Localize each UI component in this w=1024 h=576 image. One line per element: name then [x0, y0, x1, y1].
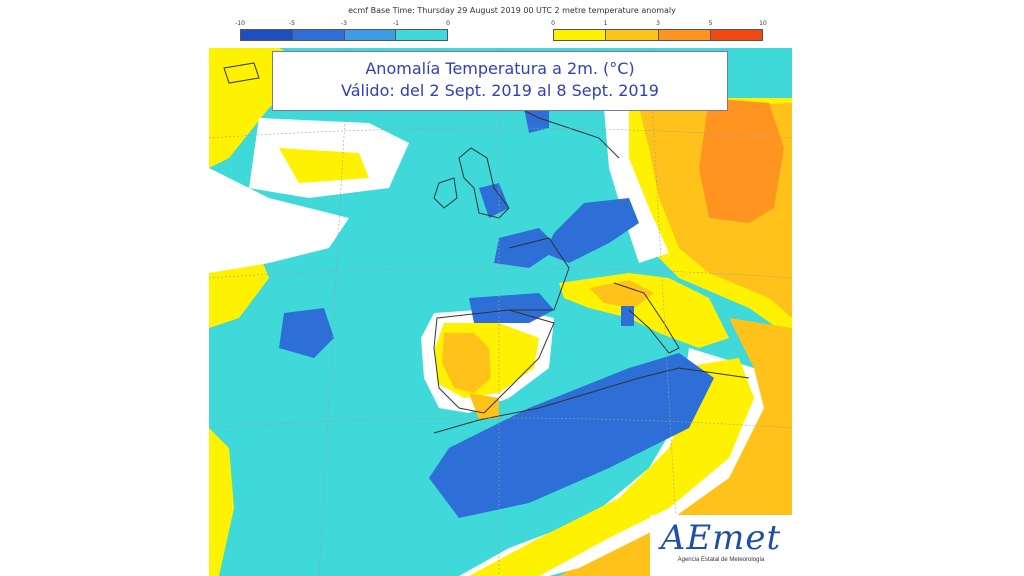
cold-colorbar-ticks: -10 -5 -3 -1 0 — [235, 20, 450, 29]
warm-anomaly-zone-southwest — [209, 428, 234, 576]
colorbar-swatch — [658, 30, 711, 40]
graticule-line — [209, 417, 792, 429]
map-title-box: Anomalía Temperatura a 2m. (°C) Válido: … — [272, 51, 728, 111]
cold-colorbar-swatches — [240, 29, 448, 41]
hot-anomaly-zone-central-europe — [699, 98, 784, 223]
warm-colorbar-swatches — [553, 29, 763, 41]
colorbar-swatch — [606, 30, 659, 40]
map-title: Anomalía Temperatura a 2m. (°C) — [365, 59, 635, 78]
colorbar-tick: 0 — [551, 20, 555, 27]
coastline-iberia — [433, 309, 555, 414]
colorbar-swatch — [396, 30, 447, 40]
cold-anomaly-colorbar: -10 -5 -3 -1 0 — [235, 20, 450, 42]
colorbar-tick: -10 — [235, 20, 245, 27]
warm-anomaly-zone-southeast — [469, 358, 754, 576]
coastline-iceland — [223, 62, 260, 84]
graticule-line — [318, 48, 350, 576]
neutral-zone-west — [209, 168, 349, 273]
coastline-italy — [613, 282, 680, 354]
anomaly-map-canvas — [209, 48, 792, 576]
colorbar-tick: 3 — [656, 20, 660, 27]
aemet-logo-mark: AEmet — [660, 518, 782, 558]
coastline-france — [508, 237, 570, 311]
colorbar-tick: 10 — [759, 20, 767, 27]
warm-anomaly-zone-east — [559, 318, 792, 576]
model-caption: ecmf Base Time: Thursday 29 August 2019 … — [348, 6, 676, 15]
cool-anomaly-zone-bay-biscay — [469, 293, 554, 323]
colorbar-swatch — [710, 30, 762, 40]
aemet-logo-subtitle: Agencia Estatal de Meteorología — [677, 557, 765, 563]
colorbar-tick: 0 — [446, 20, 450, 27]
map-validity-period: Válido: del 2 Sept. 2019 al 8 Sept. 2019 — [341, 81, 659, 100]
cool-anomaly-zone-atlantic — [279, 308, 334, 358]
hot-anomaly-zone-iberia — [442, 333, 491, 393]
warm-anomaly-zone-southwest-iberia — [469, 393, 499, 420]
colorbar-tick: 1 — [603, 20, 608, 27]
warm-anomaly-zone-italy-inner — [589, 280, 654, 308]
graticule-line — [209, 127, 792, 139]
lat-lon-graticule — [209, 48, 792, 576]
cool-anomaly-zone-france-north — [544, 198, 639, 263]
graticule-line — [648, 48, 680, 576]
cool-anomaly-zone-sardinia — [621, 306, 634, 326]
colorbar-tick: -5 — [289, 20, 295, 27]
cool-anomaly-zone-france-west — [494, 228, 559, 268]
colorbar-tick: -3 — [341, 20, 347, 27]
temperature-anomaly-map — [209, 48, 792, 576]
colorbar-tick: -1 — [393, 20, 399, 27]
colorbar-swatch — [554, 30, 607, 40]
cool-anomaly-zone-africa — [429, 353, 714, 518]
graticule-line — [209, 267, 792, 279]
colorbar-tick: 5 — [708, 20, 713, 27]
neutral-zone-northwest-inner — [279, 148, 369, 183]
coastline-britain — [458, 147, 510, 219]
colorbar-swatch — [292, 30, 345, 40]
aemet-logo: AEmet Agencia Estatal de Meteorología — [650, 515, 792, 576]
warm-colorbar-ticks: 0 1 3 5 10 — [551, 20, 767, 29]
warm-anomaly-colorbar: 0 1 3 5 10 — [551, 20, 767, 42]
coastline-ireland — [433, 177, 458, 209]
cool-anomaly-zone-britain — [479, 183, 509, 218]
colorbar-swatch — [241, 30, 293, 40]
coastline-scandinavia — [508, 102, 620, 159]
neutral-zone-europe-edge — [604, 103, 669, 263]
colorbar-swatch — [344, 30, 397, 40]
cool-anomaly-zone-north — [524, 106, 549, 133]
